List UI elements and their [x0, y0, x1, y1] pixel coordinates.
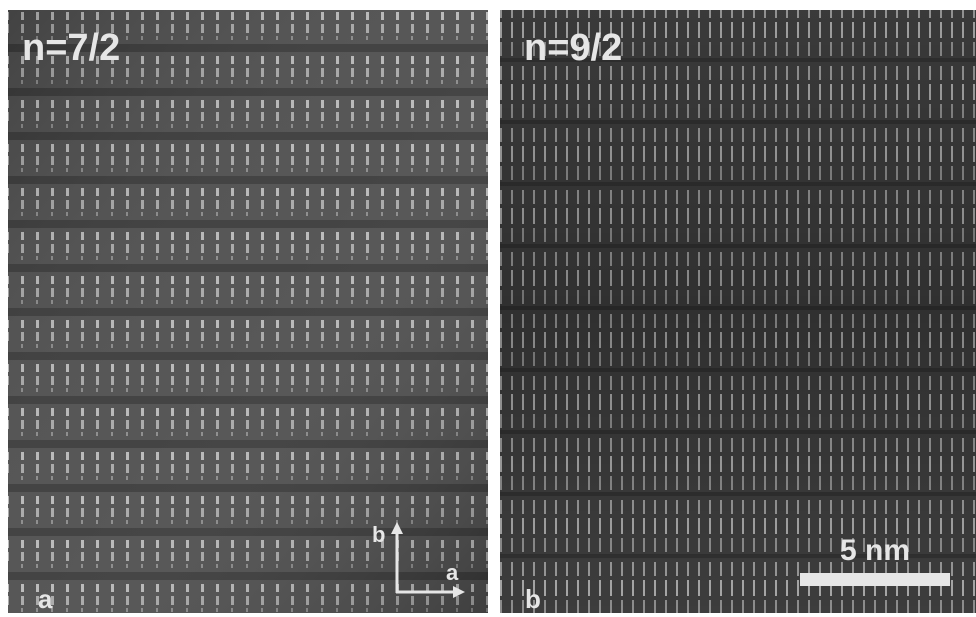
shading-a: [8, 10, 488, 613]
axis-label: b: [372, 522, 385, 547]
panel-title: n=9/2: [524, 27, 622, 69]
page: n=7/2 a b a n=9/2 b 5 nm (() => { const …: [0, 0, 976, 617]
panel-title: n=7/2: [22, 27, 120, 69]
scale-bar: [800, 573, 950, 586]
shading-b: [500, 10, 976, 613]
panel-b: n=9/2 b 5 nm: [500, 10, 976, 614]
scale-bar-label: 5 nm: [840, 534, 910, 567]
axis-label: a: [446, 560, 459, 585]
panel-letter: b: [525, 584, 541, 614]
panel-a: n=7/2 a b a: [8, 10, 488, 614]
figure: n=7/2 a b a n=9/2 b 5 nm: [0, 0, 976, 617]
panel-letter: a: [38, 584, 53, 614]
